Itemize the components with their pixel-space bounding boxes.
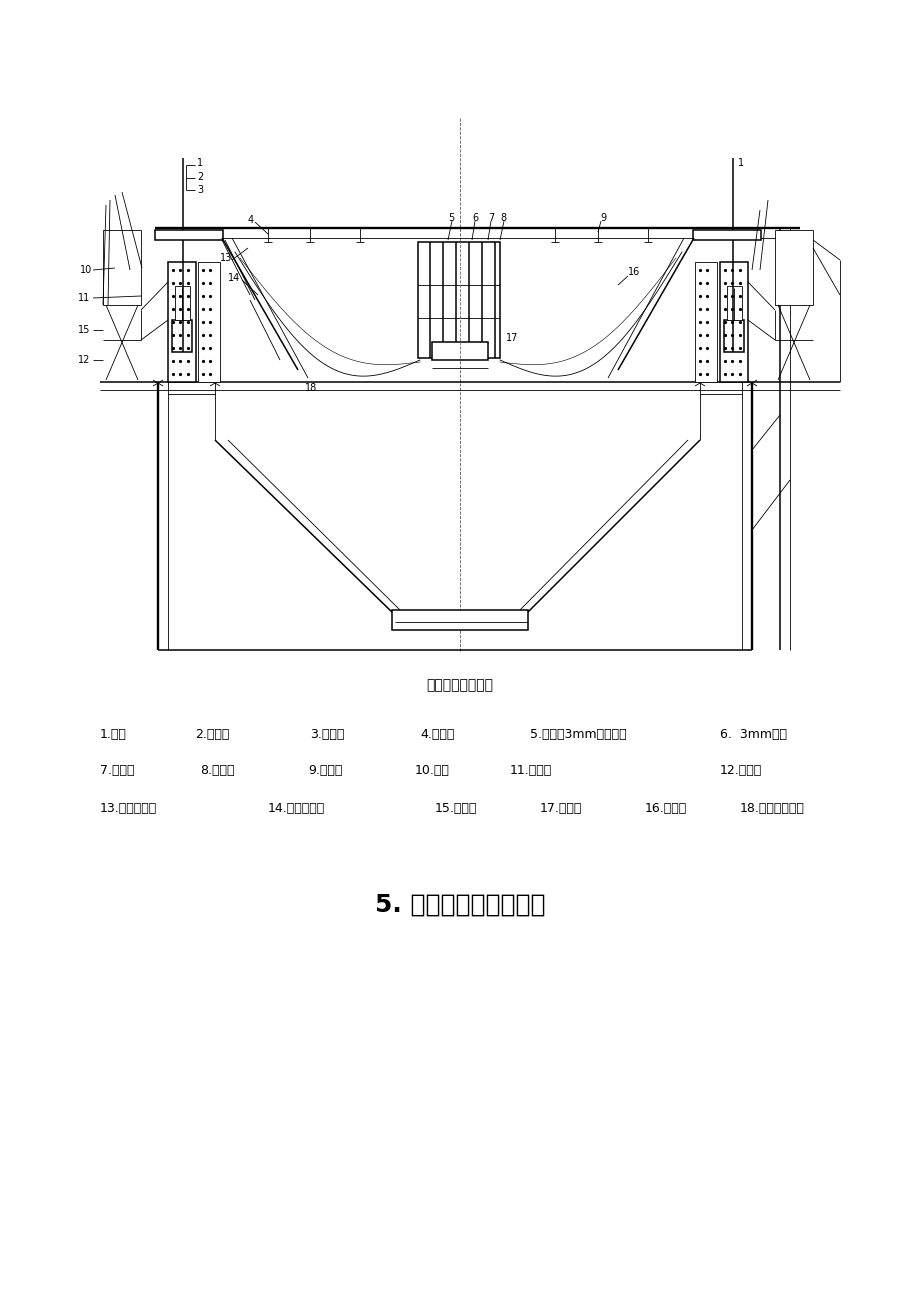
Text: 13: 13 (220, 253, 232, 263)
Bar (720, 262, 747, 381)
Bar (726, 286, 742, 320)
Text: 10.护栏: 10.护栏 (414, 763, 449, 776)
Text: 5. 工艺流程及施工要点: 5. 工艺流程及施工要点 (374, 893, 545, 917)
Text: 16: 16 (628, 267, 640, 277)
Text: 14: 14 (228, 273, 240, 283)
Bar (432, 342, 487, 359)
Text: 14.模板内围梁: 14.模板内围梁 (267, 802, 325, 815)
Text: 7.内围圈: 7.内围圈 (100, 763, 134, 776)
Bar (198, 262, 220, 381)
Text: 12: 12 (78, 355, 90, 365)
Text: 17: 17 (505, 333, 517, 342)
Bar (774, 230, 812, 305)
Text: 18: 18 (305, 383, 317, 393)
Bar (172, 320, 192, 352)
Text: 10: 10 (80, 266, 92, 275)
Text: 11.三角架: 11.三角架 (509, 763, 551, 776)
Text: 5: 5 (448, 214, 454, 223)
Text: 15: 15 (78, 326, 90, 335)
Text: 9: 9 (599, 214, 606, 223)
Text: 2.限位器: 2.限位器 (195, 729, 229, 742)
Text: 13.提升架横梁: 13.提升架横梁 (100, 802, 157, 815)
Text: 16.钉拉杆: 16.钉拉杆 (644, 802, 686, 815)
Text: 1.爬杆: 1.爬杆 (100, 729, 127, 742)
Text: 15.外围圈: 15.外围圈 (435, 802, 477, 815)
Text: 3: 3 (197, 185, 203, 195)
Text: 8.中心圈: 8.中心圈 (199, 763, 234, 776)
Text: 4: 4 (248, 215, 254, 225)
Text: 7: 7 (487, 214, 494, 223)
Bar (154, 230, 222, 240)
Text: 立筒仓滑模示意图: 立筒仓滑模示意图 (426, 678, 493, 691)
Bar (168, 262, 196, 381)
Text: 8: 8 (499, 214, 505, 223)
Bar (692, 230, 760, 240)
Text: 12.外挂架: 12.外挂架 (720, 763, 762, 776)
Bar (391, 611, 528, 630)
Bar (694, 262, 716, 381)
Text: 6: 6 (471, 214, 478, 223)
Text: 11: 11 (78, 293, 90, 303)
Text: 9.辐射梁: 9.辐射梁 (308, 763, 342, 776)
Text: 1: 1 (197, 158, 203, 168)
Text: 3.千斤顶: 3.千斤顶 (310, 729, 344, 742)
Text: 17.安全网: 17.安全网 (539, 802, 582, 815)
Text: 2: 2 (197, 172, 203, 182)
Bar (417, 242, 499, 358)
Bar (175, 286, 190, 320)
Text: 4.提升架: 4.提升架 (420, 729, 454, 742)
Text: 18.铺板及踏脚板: 18.铺板及踏脚板 (739, 802, 804, 815)
Bar (103, 230, 141, 305)
Text: 1: 1 (737, 158, 743, 168)
Bar (723, 320, 743, 352)
Text: 6.  3mm鐵板: 6. 3mm鐵板 (720, 729, 786, 742)
Text: 5.销板（3mm）挡板圈: 5.销板（3mm）挡板圈 (529, 729, 626, 742)
